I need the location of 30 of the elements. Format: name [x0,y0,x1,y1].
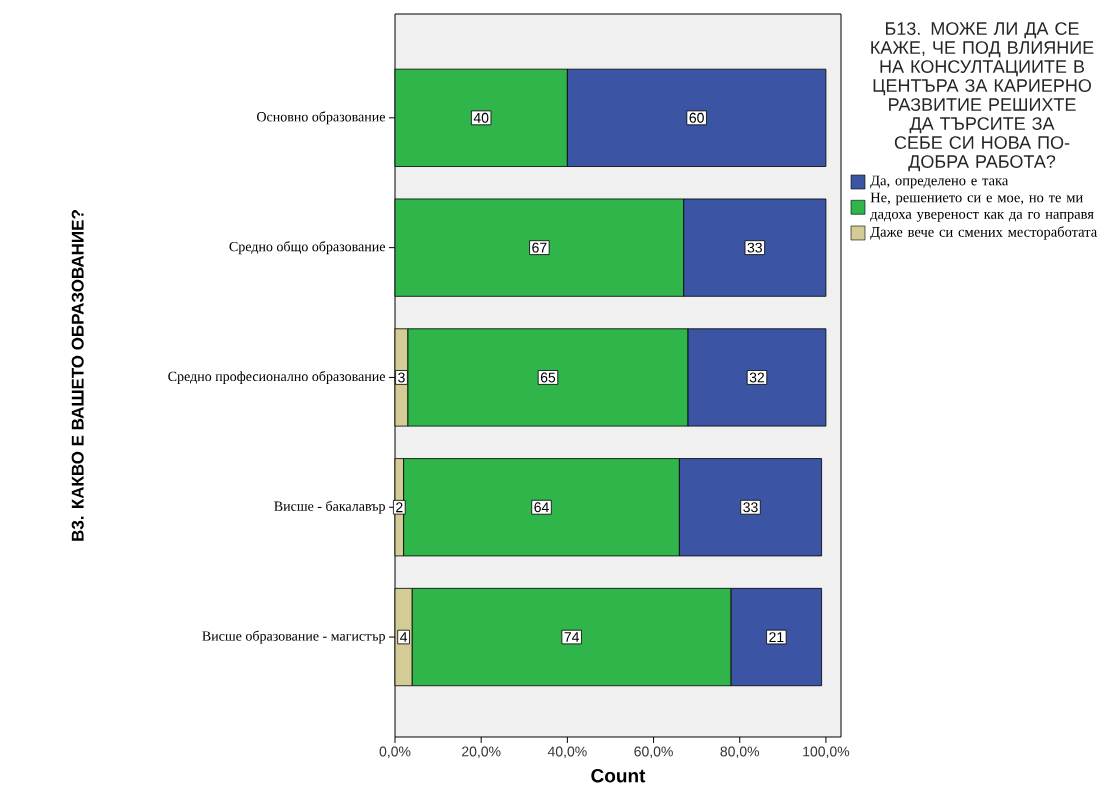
data-label: 4 [400,632,408,642]
x-tick-label: 60,0% [634,746,673,759]
x-tick-label: 40,0% [547,746,587,759]
y-tick-label: Висше образование - магистър [202,630,385,644]
data-label: 21 [769,632,784,642]
data-label: 64 [534,502,549,513]
data-label: 33 [747,242,762,253]
y-tick-label: Средно професионално образование [168,370,385,384]
legend-label: Не, решението си е мое, но те ми дадоха увереност как да го направя [870,192,1094,222]
data-label: 67 [532,242,547,253]
y-tick-label: Средно общо образование [229,241,385,255]
x-tick-label: 80,0% [720,746,760,759]
data-label: 65 [540,372,556,383]
data-label: 2 [396,502,403,513]
x-tick-label: 100,0% [803,746,850,759]
legend-title: Б13. МОЖЕ ЛИ ДА СЕ КАЖЕ, ЧЕ ПОД ВЛИЯНИЕ НА КОНСУЛТАЦИИТЕ В ЦЕНТЪРА ЗА КАРИЕРНО РАЗВИТИЕ РЕШИХТЕ ДА ТЪРСИТЕ ЗА СЕБЕ СИ НОВА ПО-ДОБРА РАБОТА? [871,22,1094,172]
y-tick-label: Висше - бакалавър [274,500,385,514]
y-tick-label: Основно образование [257,111,385,125]
y-axis-title: В3. КАКВО Е ВАШЕТО ОБРАЗОВАНИЕ? [71,210,84,541]
data-label: 60 [689,112,704,123]
x-tick-label: 0,0% [379,746,411,759]
legend-label: Да, определено е така [870,175,1009,189]
data-label: 3 [398,372,405,383]
data-label: 40 [473,112,489,123]
data-label: 32 [749,372,765,383]
data-label: 33 [743,502,758,513]
x-tick-label: 20,0% [462,746,501,759]
data-label: 74 [564,632,580,642]
x-axis-title: Count [591,768,646,783]
legend-label: Даже вече си смених местоработата [870,226,1097,240]
